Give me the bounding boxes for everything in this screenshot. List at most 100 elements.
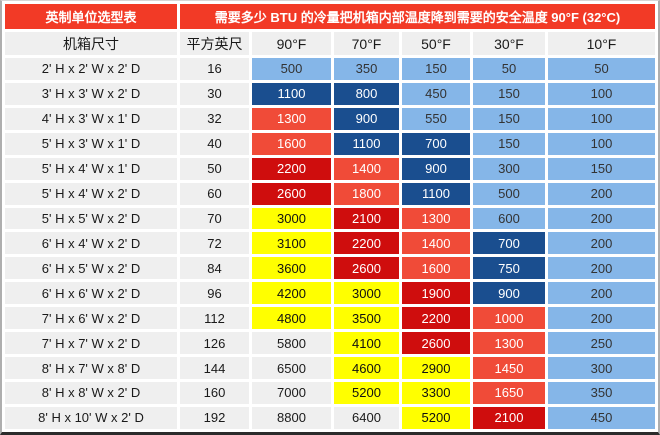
btu-value-cell: 3000 <box>334 282 399 305</box>
btu-value-cell: 4600 <box>334 357 399 379</box>
btu-value-cell: 500 <box>473 182 545 205</box>
enclosure-size-cell: 5' H x 4' W x 2' D <box>5 182 177 205</box>
column-header-row: 机箱尺寸 平方英尺 90°F 70°F 50°F 30°F 10°F <box>5 32 655 55</box>
btu-value-cell: 200 <box>548 307 655 330</box>
btu-value-cell: 4100 <box>334 332 399 355</box>
enclosure-size-cell: 7' H x 7' W x 2' D <box>5 332 177 355</box>
btu-value-cell: 8800 <box>252 406 331 429</box>
btu-value-cell: 1300 <box>402 207 470 230</box>
btu-value-cell: 50 <box>473 58 545 80</box>
btu-value-cell: 2200 <box>252 157 331 180</box>
btu-value-cell: 1900 <box>402 282 470 305</box>
enclosure-size-cell: 6' H x 5' W x 2' D <box>5 257 177 280</box>
btu-value-cell: 1100 <box>402 182 470 205</box>
square-feet-cell: 160 <box>180 381 249 404</box>
table-row: 6' H x 5' W x 2' D 84 3600 2600 1600 750 200 <box>5 257 655 280</box>
btu-value-cell: 150 <box>548 157 655 180</box>
btu-value-cell: 100 <box>548 107 655 130</box>
square-feet-cell: 50 <box>180 157 249 180</box>
btu-value-cell: 3000 <box>252 207 331 230</box>
btu-value-cell: 2200 <box>402 307 470 330</box>
square-feet-cell: 84 <box>180 257 249 280</box>
enclosure-size-cell: 4' H x 3' W x 1' D <box>5 107 177 130</box>
btu-value-cell: 200 <box>548 207 655 230</box>
btu-value-cell: 1600 <box>252 132 331 155</box>
column-header-size: 机箱尺寸 <box>5 32 177 55</box>
btu-value-cell: 700 <box>473 232 545 255</box>
enclosure-size-cell: 2' H x 2' W x 2' D <box>5 58 177 80</box>
column-header-90f: 90°F <box>252 32 331 55</box>
btu-value-cell: 2100 <box>334 207 399 230</box>
square-feet-cell: 32 <box>180 107 249 130</box>
square-feet-cell: 16 <box>180 58 249 80</box>
table-row: 8' H x 7' W x 8' D 144 6500 4600 2900 1450 300 <box>5 357 655 379</box>
enclosure-size-cell: 5' H x 4' W x 1' D <box>5 157 177 180</box>
enclosure-size-cell: 7' H x 6' W x 2' D <box>5 307 177 330</box>
square-feet-cell: 96 <box>180 282 249 305</box>
table-row: 6' H x 4' W x 2' D 72 3100 2200 1400 700 200 <box>5 232 655 255</box>
btu-value-cell: 3600 <box>252 257 331 280</box>
btu-value-cell: 250 <box>548 332 655 355</box>
table-row: 6' H x 6' W x 2' D 96 4200 3000 1900 900 200 <box>5 282 655 305</box>
btu-value-cell: 350 <box>548 381 655 404</box>
table-body: 2' H x 2' W x 2' D 16 500 350 150 50 50 3' H x … <box>5 58 655 429</box>
table-row: 4' H x 3' W x 1' D 32 1300 900 550 150 100 <box>5 107 655 130</box>
enclosure-size-cell: 6' H x 4' W x 2' D <box>5 232 177 255</box>
btu-value-cell: 1300 <box>252 107 331 130</box>
btu-value-cell: 1100 <box>252 82 331 105</box>
btu-value-cell: 1800 <box>334 182 399 205</box>
table-row: 8' H x 10' W x 2' D 192 8800 6400 5200 2100 45… <box>5 406 655 429</box>
btu-value-cell: 200 <box>548 257 655 280</box>
column-header-10f: 10°F <box>548 32 655 55</box>
btu-value-cell: 100 <box>548 132 655 155</box>
table-title-left: 英制单位选型表 <box>5 4 177 29</box>
btu-value-cell: 200 <box>548 232 655 255</box>
btu-value-cell: 6500 <box>252 357 331 379</box>
table-row: 5' H x 4' W x 1' D 50 2200 1400 900 300 150 <box>5 157 655 180</box>
btu-value-cell: 2900 <box>402 357 470 379</box>
enclosure-size-cell: 8' H x 7' W x 8' D <box>5 357 177 379</box>
btu-value-cell: 4200 <box>252 282 331 305</box>
btu-value-cell: 2600 <box>252 182 331 205</box>
btu-value-cell: 5800 <box>252 332 331 355</box>
btu-value-cell: 300 <box>473 157 545 180</box>
table-row: 7' H x 7' W x 2' D 126 5800 4100 2600 1300 250 <box>5 332 655 355</box>
btu-value-cell: 4800 <box>252 307 331 330</box>
btu-value-cell: 1400 <box>334 157 399 180</box>
btu-value-cell: 750 <box>473 257 545 280</box>
column-header-70f: 70°F <box>334 32 399 55</box>
btu-value-cell: 350 <box>334 58 399 80</box>
btu-value-cell: 150 <box>402 58 470 80</box>
table-row: 5' H x 4' W x 2' D 60 2600 1800 1100 500 200 <box>5 182 655 205</box>
enclosure-size-cell: 8' H x 8' W x 2' D <box>5 381 177 404</box>
square-feet-cell: 112 <box>180 307 249 330</box>
column-header-50f: 50°F <box>402 32 470 55</box>
table-row: 5' H x 5' W x 2' D 70 3000 2100 1300 600 200 <box>5 207 655 230</box>
enclosure-size-cell: 6' H x 6' W x 2' D <box>5 282 177 305</box>
title-row: 英制单位选型表 需要多少 BTU 的冷量把机箱内部温度降到需要的安全温度 90°… <box>5 4 655 29</box>
btu-value-cell: 3100 <box>252 232 331 255</box>
btu-value-cell: 7000 <box>252 381 331 404</box>
column-header-30f: 30°F <box>473 32 545 55</box>
enclosure-size-cell: 8' H x 10' W x 2' D <box>5 406 177 429</box>
square-feet-cell: 192 <box>180 406 249 429</box>
enclosure-size-cell: 3' H x 3' W x 2' D <box>5 82 177 105</box>
btu-value-cell: 150 <box>473 107 545 130</box>
btu-value-cell: 900 <box>473 282 545 305</box>
btu-value-cell: 50 <box>548 58 655 80</box>
btu-value-cell: 300 <box>548 357 655 379</box>
btu-value-cell: 1400 <box>402 232 470 255</box>
btu-value-cell: 1100 <box>334 132 399 155</box>
square-feet-cell: 60 <box>180 182 249 205</box>
btu-value-cell: 450 <box>548 406 655 429</box>
btu-value-cell: 1450 <box>473 357 545 379</box>
enclosure-size-cell: 5' H x 3' W x 1' D <box>5 132 177 155</box>
btu-value-cell: 5200 <box>402 406 470 429</box>
btu-value-cell: 700 <box>402 132 470 155</box>
btu-value-cell: 1300 <box>473 332 545 355</box>
btu-value-cell: 2100 <box>473 406 545 429</box>
table-row: 8' H x 8' W x 2' D 160 7000 5200 3300 1650 350 <box>5 381 655 404</box>
btu-value-cell: 600 <box>473 207 545 230</box>
enclosure-size-cell: 5' H x 5' W x 2' D <box>5 207 177 230</box>
